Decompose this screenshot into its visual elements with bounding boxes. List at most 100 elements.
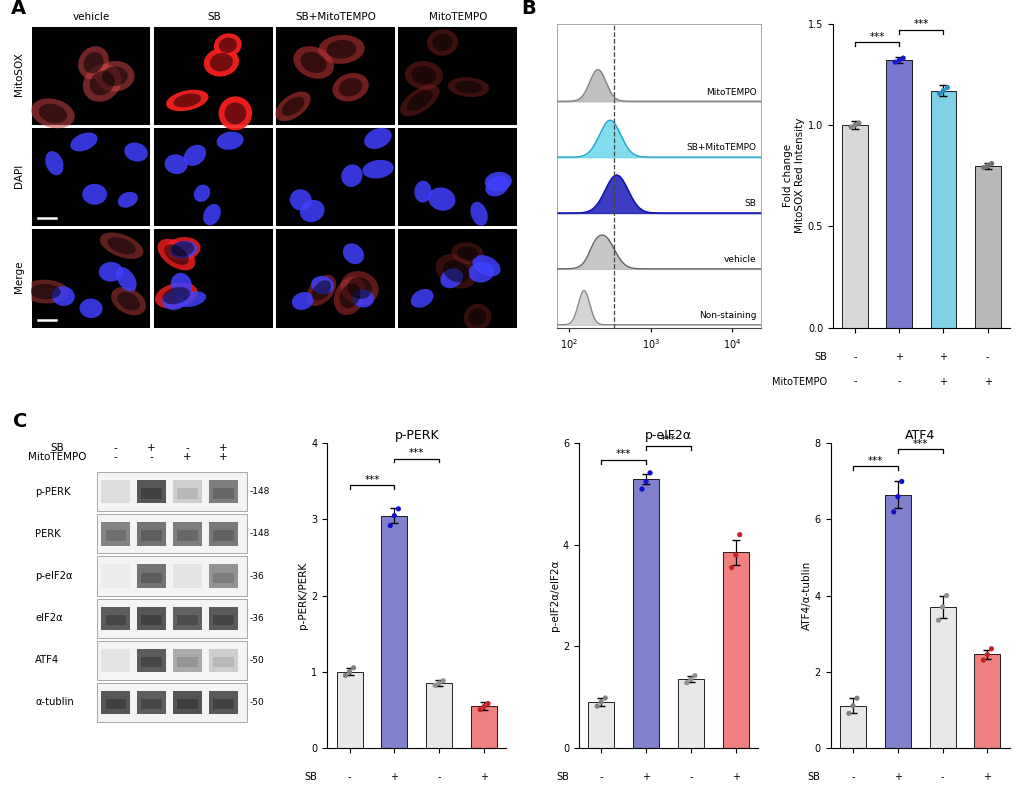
Ellipse shape (164, 244, 189, 264)
Ellipse shape (407, 91, 432, 111)
Ellipse shape (464, 304, 491, 331)
Text: -148: -148 (249, 487, 269, 497)
Text: SB: SB (814, 352, 826, 362)
Point (893, 475, 909, 488)
Text: +: + (938, 352, 947, 362)
Ellipse shape (470, 201, 487, 226)
Ellipse shape (52, 286, 74, 306)
Ellipse shape (194, 185, 210, 202)
Text: -50: -50 (249, 698, 264, 707)
FancyBboxPatch shape (209, 523, 237, 545)
Ellipse shape (341, 164, 362, 187)
Bar (426, 683, 451, 748)
Ellipse shape (166, 90, 208, 111)
Text: -: - (985, 352, 988, 362)
Text: SB+MitoTEMPO: SB+MitoTEMPO (296, 12, 376, 21)
FancyBboxPatch shape (177, 489, 198, 499)
FancyBboxPatch shape (142, 699, 162, 709)
Ellipse shape (158, 238, 196, 270)
FancyBboxPatch shape (97, 472, 247, 512)
Point (476, 700, 492, 713)
Point (390, 503, 407, 515)
Y-axis label: Fold change
MitoSOX Red Intensity: Fold change MitoSOX Red Intensity (783, 118, 804, 234)
FancyBboxPatch shape (101, 691, 130, 714)
Point (846, 119, 862, 131)
FancyBboxPatch shape (97, 515, 247, 553)
Point (686, 670, 702, 682)
Bar (883, 495, 910, 748)
Ellipse shape (31, 284, 61, 299)
Ellipse shape (155, 283, 198, 309)
Ellipse shape (100, 232, 144, 259)
Text: -148: -148 (249, 530, 269, 538)
Ellipse shape (447, 77, 489, 97)
Ellipse shape (411, 289, 433, 308)
Ellipse shape (39, 104, 67, 123)
Bar (396, 127, 517, 227)
Bar (275, 228, 394, 328)
Ellipse shape (432, 34, 452, 51)
Ellipse shape (102, 66, 127, 86)
Ellipse shape (414, 181, 431, 202)
FancyBboxPatch shape (173, 691, 202, 714)
Point (894, 52, 910, 65)
Ellipse shape (339, 283, 360, 309)
Text: MitoTEMPO: MitoTEMPO (771, 376, 826, 386)
Bar (275, 127, 394, 227)
Ellipse shape (411, 66, 436, 84)
Ellipse shape (472, 255, 500, 276)
FancyBboxPatch shape (101, 480, 130, 504)
FancyBboxPatch shape (142, 615, 162, 625)
Bar (974, 165, 1000, 328)
Ellipse shape (364, 127, 391, 149)
Text: SB: SB (744, 199, 756, 209)
Ellipse shape (83, 64, 121, 102)
Point (641, 467, 657, 479)
Ellipse shape (210, 53, 232, 72)
FancyBboxPatch shape (213, 489, 233, 499)
Text: +: + (731, 772, 739, 782)
Bar (588, 702, 613, 748)
Point (887, 56, 903, 68)
Point (934, 84, 951, 97)
FancyBboxPatch shape (213, 530, 233, 541)
Ellipse shape (162, 291, 186, 310)
FancyBboxPatch shape (209, 648, 237, 672)
Bar (153, 228, 272, 328)
Ellipse shape (90, 71, 114, 95)
Text: -: - (689, 772, 692, 782)
Ellipse shape (346, 277, 372, 299)
Ellipse shape (340, 272, 378, 305)
Text: ***: *** (868, 31, 883, 42)
Ellipse shape (117, 192, 138, 208)
Ellipse shape (32, 98, 74, 128)
FancyBboxPatch shape (173, 564, 202, 588)
Bar (929, 91, 956, 328)
Point (596, 692, 612, 704)
FancyBboxPatch shape (213, 699, 233, 709)
Text: +: + (183, 453, 192, 462)
FancyBboxPatch shape (137, 523, 166, 545)
Text: -: - (853, 352, 856, 362)
Point (974, 654, 990, 667)
Bar (842, 125, 867, 328)
Bar (31, 228, 150, 328)
Bar (633, 479, 658, 748)
FancyBboxPatch shape (142, 656, 162, 667)
FancyBboxPatch shape (173, 480, 202, 504)
Point (337, 669, 354, 682)
Ellipse shape (342, 243, 364, 264)
Ellipse shape (95, 61, 135, 91)
Text: +: + (641, 772, 649, 782)
Bar (928, 607, 955, 748)
Ellipse shape (173, 94, 201, 107)
Text: SB: SB (555, 772, 569, 782)
Ellipse shape (99, 262, 123, 282)
Ellipse shape (45, 151, 63, 176)
Text: ***: *** (660, 435, 676, 445)
Bar (973, 655, 1000, 748)
Title: p-PERK: p-PERK (394, 429, 438, 442)
Text: -: - (599, 772, 602, 782)
Text: B: B (521, 0, 535, 17)
Point (435, 674, 451, 687)
